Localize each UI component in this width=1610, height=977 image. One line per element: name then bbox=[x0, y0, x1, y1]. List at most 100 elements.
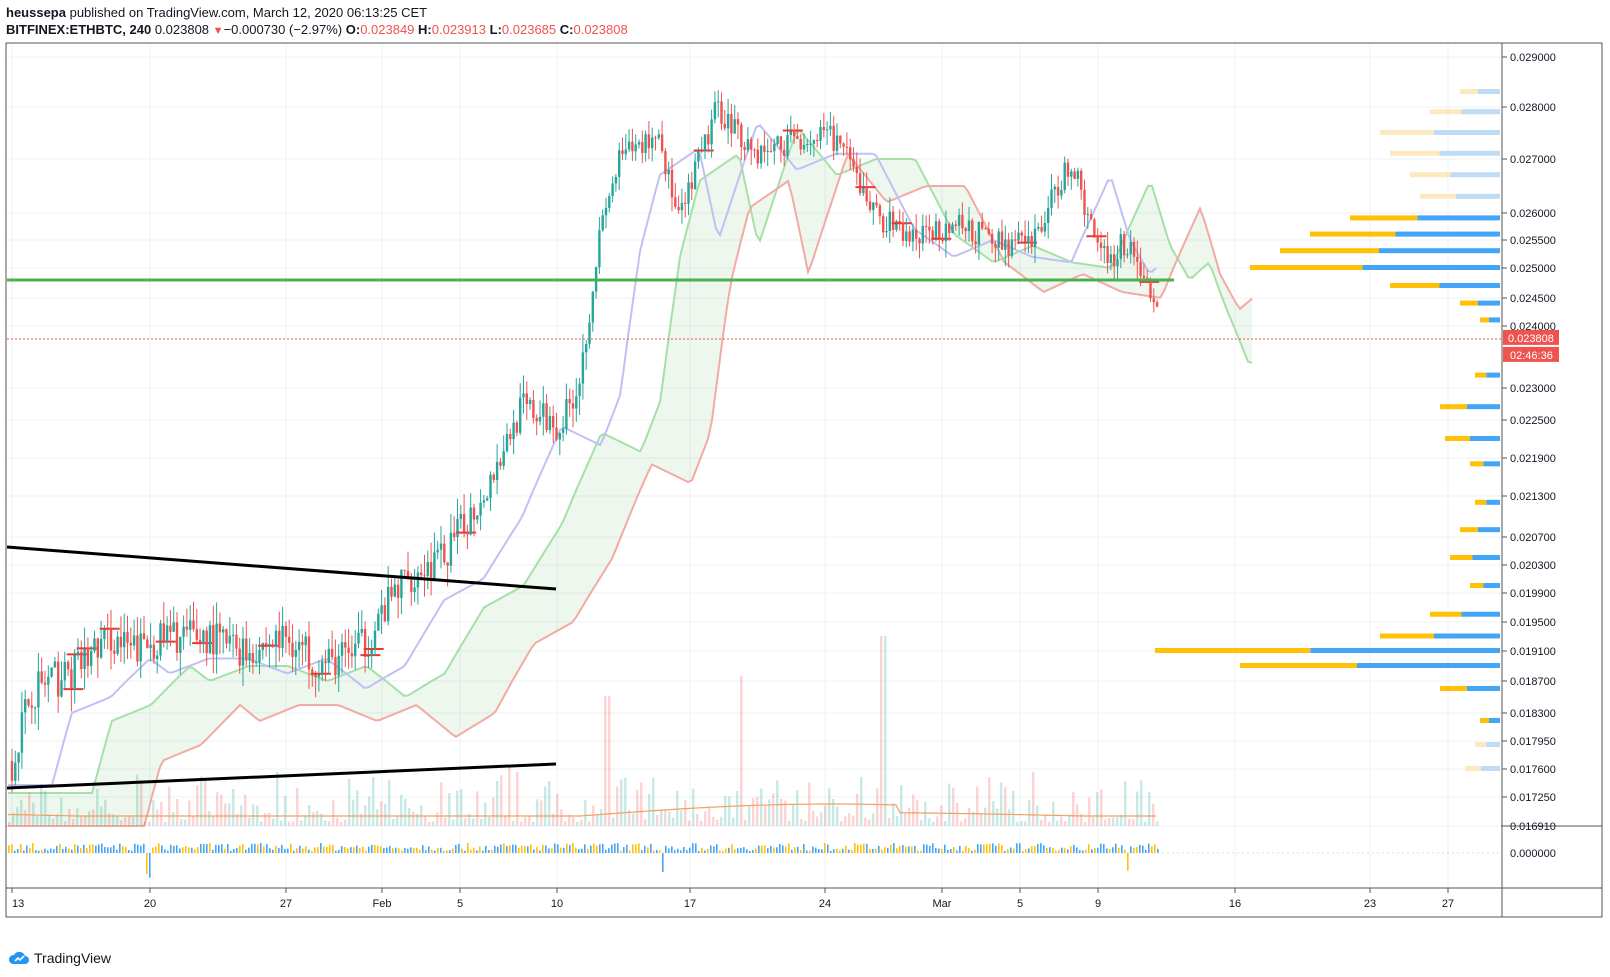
volume-bar bbox=[588, 821, 591, 826]
candle-body bbox=[175, 622, 179, 653]
time-axis[interactable]: 13 20 27 Feb 5 10 17 24 Mar 5 9 16 23 27 bbox=[11, 888, 1454, 910]
oscillator-bar bbox=[803, 843, 805, 853]
profile-up-bar bbox=[1483, 583, 1500, 588]
oscillator-bar bbox=[143, 843, 145, 853]
oscillator-bar bbox=[962, 850, 964, 853]
volume-bar bbox=[352, 799, 355, 826]
profile-up-bar bbox=[1434, 633, 1500, 639]
drawn-lines[interactable] bbox=[6, 278, 1501, 790]
oscillator-bar bbox=[926, 844, 928, 853]
oscillator-bar bbox=[557, 844, 559, 853]
volume-bar bbox=[288, 821, 291, 826]
oscillator-bar bbox=[164, 849, 166, 853]
volume-bar bbox=[244, 794, 247, 826]
oscillator-bar bbox=[236, 847, 238, 853]
oscillator-bar bbox=[1103, 844, 1105, 853]
candle-body bbox=[370, 648, 373, 656]
candle-body bbox=[116, 636, 119, 654]
candle-body bbox=[222, 629, 225, 633]
oscillator-bar bbox=[686, 850, 688, 853]
candle-body bbox=[948, 223, 951, 234]
price-tick-label: 0.016910 bbox=[1510, 821, 1556, 833]
oscillator-bar bbox=[347, 848, 349, 853]
profile-up-bar bbox=[1434, 130, 1500, 135]
oscillator-bar bbox=[665, 845, 667, 853]
oscillator-bar bbox=[1115, 843, 1117, 853]
volume-bar bbox=[40, 783, 43, 826]
oscillator-bar bbox=[425, 850, 427, 853]
volume-bar bbox=[828, 788, 831, 826]
oscillator-bar bbox=[503, 843, 505, 853]
candle-body bbox=[604, 207, 608, 216]
oscillator-bar bbox=[1028, 848, 1030, 853]
volume-bar bbox=[724, 795, 727, 826]
volume-bar bbox=[272, 818, 275, 826]
author-name[interactable]: heussepa bbox=[6, 5, 66, 20]
oscillator-bar bbox=[779, 844, 781, 853]
candle-body bbox=[786, 134, 789, 156]
candle-body bbox=[482, 500, 486, 503]
volume-bar bbox=[452, 819, 455, 826]
volume-bar bbox=[620, 779, 623, 826]
oscillator-bar bbox=[512, 844, 514, 853]
volume-bar bbox=[412, 811, 415, 826]
tradingview-logo[interactable]: TradingView bbox=[8, 950, 111, 966]
volume-bar bbox=[668, 811, 671, 826]
oscillator-bar bbox=[599, 844, 601, 853]
oscillator-bar bbox=[404, 848, 406, 853]
open-label: O: bbox=[345, 22, 361, 37]
oscillator-bar bbox=[47, 850, 49, 853]
volume-bar bbox=[876, 788, 879, 826]
oscillator-bar bbox=[464, 850, 466, 853]
candle-body bbox=[723, 123, 726, 129]
candle-body bbox=[618, 150, 621, 177]
candle-body bbox=[499, 461, 502, 466]
oscillator-bar bbox=[20, 843, 22, 853]
oscillator-bar bbox=[929, 845, 931, 853]
candle-body bbox=[225, 629, 228, 644]
volume-bar bbox=[1144, 821, 1147, 826]
price-tick-label: 0.025500 bbox=[1510, 235, 1556, 247]
oscillator-bar bbox=[935, 847, 937, 853]
candle-body bbox=[855, 167, 858, 174]
volume-bar bbox=[340, 821, 343, 826]
oscillator-bar bbox=[134, 843, 136, 853]
symbol-label[interactable]: BITFINEX:ETHBTC, 240 bbox=[6, 22, 152, 37]
candle-body bbox=[113, 650, 116, 654]
price-axis[interactable]: 0.029000 0.028000 0.027000 0.026000 0.025500… bbox=[1502, 52, 1559, 860]
candle-body bbox=[674, 197, 677, 207]
oscillator-bar bbox=[494, 845, 496, 853]
candle-body bbox=[96, 638, 99, 658]
volume-bar bbox=[296, 787, 299, 826]
candle-body bbox=[492, 474, 495, 480]
volume-bar bbox=[832, 798, 835, 826]
volume-bar bbox=[96, 789, 99, 826]
volume-bar bbox=[512, 820, 515, 826]
candle-body bbox=[43, 682, 47, 685]
oscillator-bar bbox=[623, 847, 625, 853]
candle-body bbox=[80, 651, 83, 670]
oscillator-bar bbox=[746, 849, 748, 853]
candle-body bbox=[142, 633, 146, 640]
oscillator-bar bbox=[176, 845, 178, 853]
oscillator-bar bbox=[368, 846, 370, 853]
volume-bar bbox=[44, 790, 47, 826]
volume-bar bbox=[676, 790, 679, 826]
price-tick-label: 0.018700 bbox=[1510, 676, 1556, 688]
candle-body bbox=[1119, 234, 1122, 259]
candle-body bbox=[1023, 235, 1027, 243]
candle-body bbox=[50, 667, 53, 677]
price-chart[interactable]: 0.029000 0.028000 0.027000 0.026000 0.025500… bbox=[0, 0, 1610, 930]
price-tick-label: 0.017600 bbox=[1510, 764, 1556, 776]
oscillator-bar bbox=[218, 844, 220, 853]
candle-body bbox=[888, 211, 891, 231]
volume-bar bbox=[88, 811, 91, 826]
candle-body bbox=[994, 243, 997, 248]
candle-body bbox=[456, 518, 459, 538]
oscillator-bar bbox=[1046, 847, 1048, 853]
candle-body bbox=[304, 636, 307, 646]
candle-body bbox=[984, 228, 987, 230]
candle-body bbox=[327, 648, 330, 664]
oscillator-bar bbox=[452, 848, 454, 853]
candle-body bbox=[10, 761, 14, 781]
